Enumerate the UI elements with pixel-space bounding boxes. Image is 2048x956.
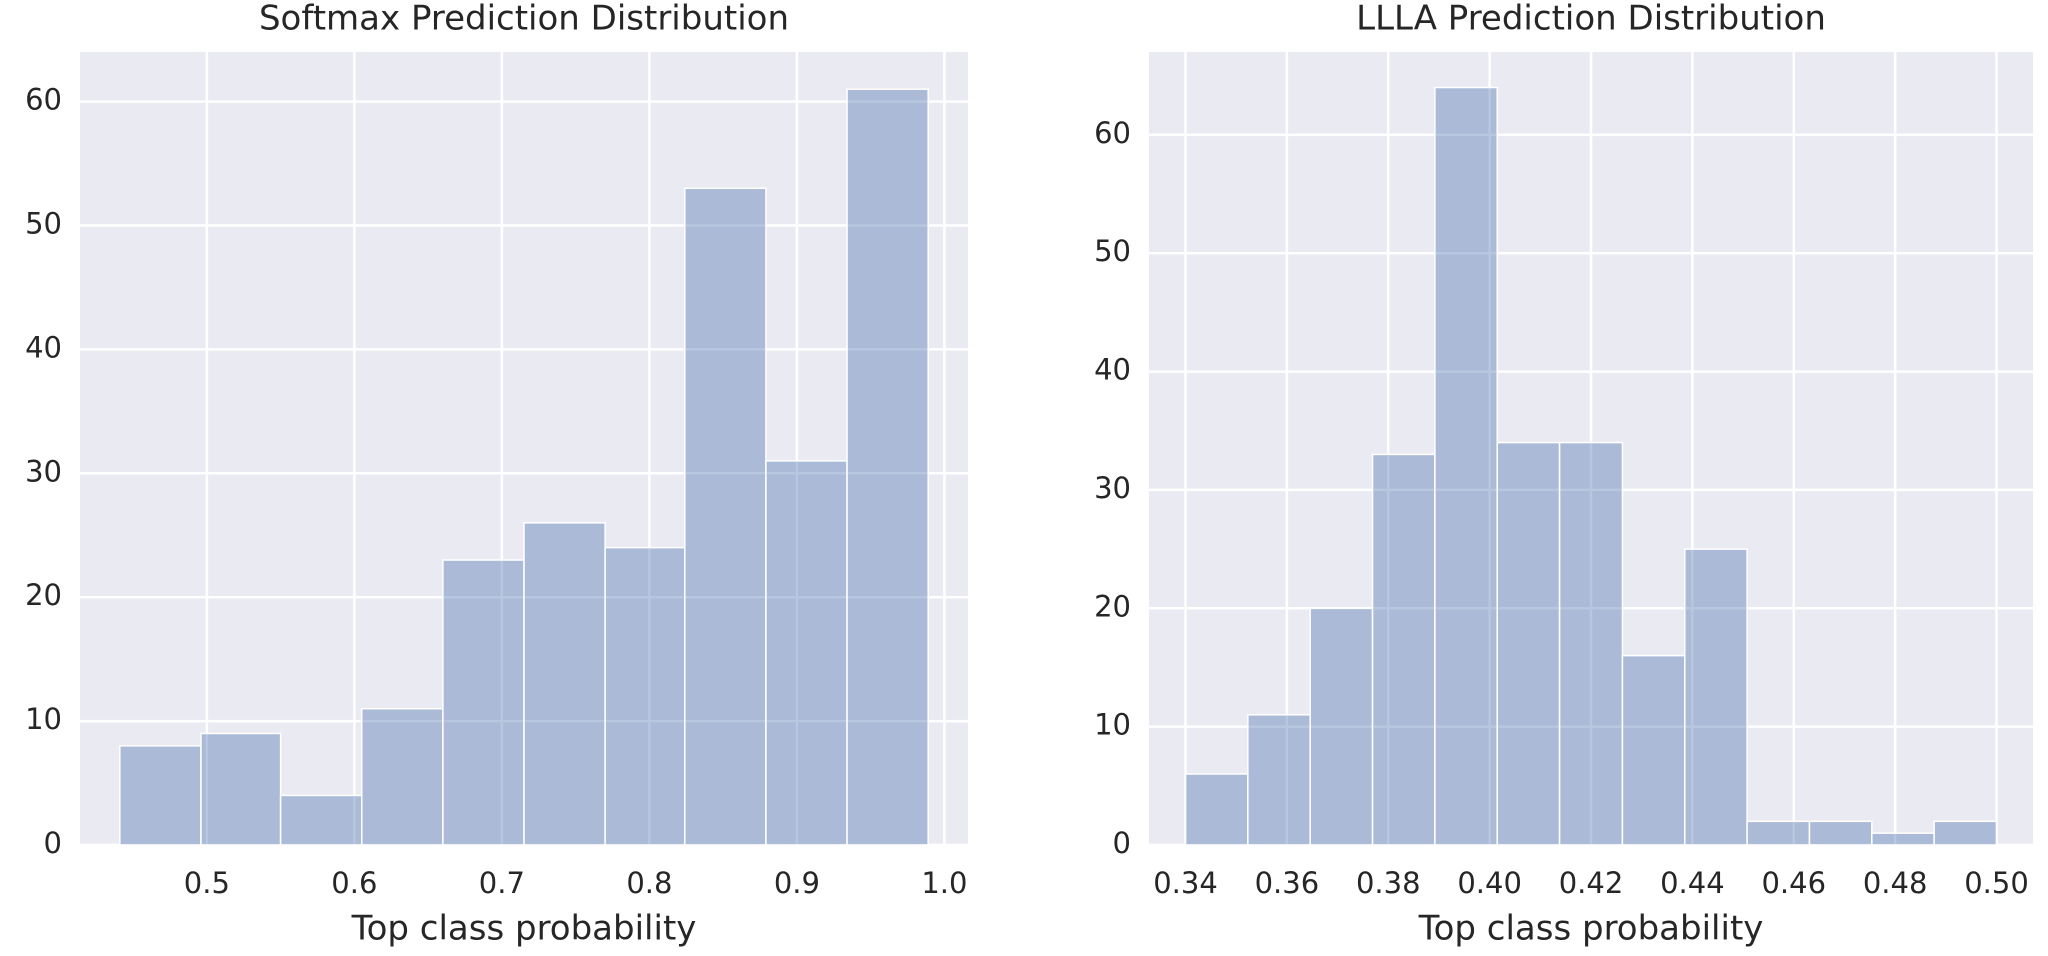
x-tick-label: 1.0 [921,866,967,900]
bar [1621,654,1686,846]
bar [604,546,686,846]
x-tick-label: 0.5 [184,866,230,900]
x-tick-label: 0.48 [1863,866,1928,900]
y-tick-label: 10 [25,702,62,736]
x-axis-label: Top class probability [351,909,697,949]
y-tick-label: 50 [25,206,62,240]
x-tick-label: 0.40 [1457,866,1522,900]
y-tick-label: 60 [1094,116,1131,150]
y-tick-label: 20 [1094,589,1131,623]
bar [1184,773,1249,846]
y-tick-label: 50 [1094,234,1131,268]
bar [1496,441,1561,846]
y-tick-label: 60 [25,83,62,117]
x-tick-label: 0.34 [1153,866,1218,900]
x-tick-label: 0.46 [1761,866,1826,900]
bar [846,88,929,846]
y-tick-label: 40 [1094,353,1131,387]
bar [442,559,525,846]
x-tick-label: 0.7 [479,866,525,900]
bar [360,707,444,846]
x-tick-label: 0.8 [626,866,672,900]
bar [523,522,606,846]
bar [1434,86,1498,846]
x-axis-label: Top class probability [1418,909,1764,949]
bar [1684,548,1748,846]
x-tick-label: 0.6 [331,866,377,900]
bar [1933,820,1998,846]
bar [279,794,363,846]
y-tick-label: 30 [25,454,62,488]
bar [1247,714,1311,846]
y-tick-label: 10 [1094,708,1131,742]
y-tick-label: 0 [44,826,62,860]
bar [200,732,282,846]
x-tick-label: 0.36 [1255,866,1320,900]
y-tick-label: 20 [25,578,62,612]
x-tick-label: 0.50 [1964,866,2029,900]
bar [1746,820,1811,846]
bar [765,460,848,846]
x-tick-label: 0.38 [1356,866,1421,900]
bar [1558,441,1624,846]
chart-title: Softmax Prediction Distribution [259,0,789,39]
y-tick-label: 40 [25,330,62,364]
bar [1309,607,1374,846]
x-tick-label: 0.42 [1559,866,1624,900]
x-tick-label: 0.44 [1660,866,1725,900]
bar [1871,832,1935,846]
bar [684,187,767,846]
bar [119,745,202,846]
y-tick-label: 30 [1094,471,1131,505]
bar [1371,453,1436,846]
x-tick-label: 0.9 [774,866,820,900]
y-tick-label: 0 [1113,826,1131,860]
bar [1808,820,1873,846]
chart-title: LLLA Prediction Distribution [1356,0,1826,39]
